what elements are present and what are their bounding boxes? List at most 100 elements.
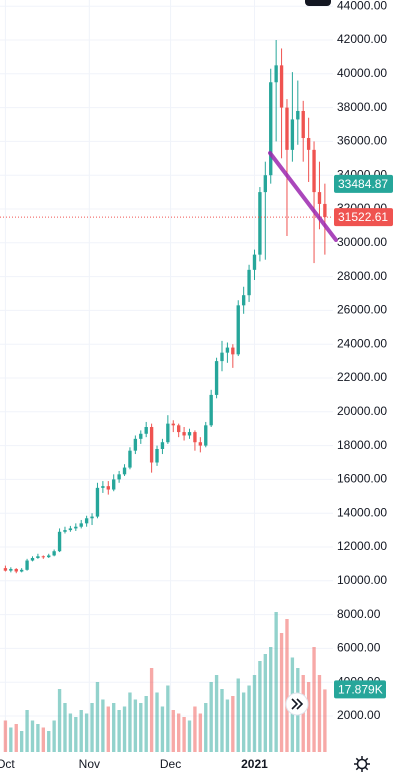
volume-tag-box — [334, 680, 386, 699]
candle-body — [290, 119, 295, 150]
candle-body — [225, 347, 230, 353]
candle-body — [3, 568, 8, 571]
y-tick-label: 18000.00 — [337, 438, 387, 452]
candle-body — [177, 425, 181, 433]
candle-body — [274, 65, 278, 83]
y-tick-label: 28000.00 — [337, 269, 387, 283]
candle-body — [36, 556, 40, 558]
candle-body — [128, 450, 132, 468]
candle-body — [214, 361, 219, 395]
y-tick-label: 10000.00 — [337, 573, 387, 587]
candle-body — [84, 518, 89, 524]
gear-teeth[interactable] — [354, 756, 370, 772]
candle-body — [231, 347, 235, 355]
volume-bar — [252, 675, 257, 752]
volume-bar — [36, 724, 40, 752]
candle-body — [241, 295, 246, 306]
candle-body — [68, 528, 73, 531]
volume-bar — [236, 678, 240, 752]
volume-bar — [171, 710, 175, 752]
volume-bar — [209, 682, 213, 752]
volume-bar — [74, 717, 78, 752]
candle-body — [306, 138, 311, 150]
candle-body — [312, 149, 316, 193]
candle-body — [296, 110, 300, 120]
y-tick-label: 36000.00 — [337, 134, 387, 148]
volume-bar — [3, 720, 8, 752]
volume-bar — [101, 699, 105, 752]
volume-bar — [47, 731, 51, 752]
y-tick-label: 40000.00 — [337, 66, 387, 80]
price-tag-box — [334, 174, 393, 193]
volume-bar — [9, 727, 13, 752]
volume-bar — [63, 703, 67, 752]
candle-body — [155, 448, 159, 463]
candle-body — [252, 254, 257, 270]
volume-bar — [241, 692, 246, 752]
settings-button[interactable] — [354, 756, 370, 772]
price-tag-label: 31522.61 — [338, 210, 388, 224]
candle-body — [171, 423, 175, 426]
candle-body — [117, 474, 121, 480]
candle-body — [139, 433, 143, 439]
x-tick-label: 2021 — [241, 757, 268, 771]
candle-body — [198, 442, 203, 446]
volume-bar — [220, 689, 224, 752]
y-tick-label: 38000.00 — [337, 100, 387, 114]
candle-body — [263, 175, 267, 193]
candle-body — [101, 486, 105, 488]
volume-bar — [231, 696, 235, 752]
candle-body — [323, 203, 327, 218]
candle-body — [9, 568, 13, 571]
volume-bar — [247, 685, 251, 752]
volume-bar — [139, 703, 143, 752]
y-tick-label: 24000.00 — [337, 336, 387, 350]
y-tick-label: 16000.00 — [337, 472, 387, 486]
candle-body — [52, 551, 56, 556]
candle-body — [269, 82, 273, 176]
volume-bar — [225, 699, 230, 752]
candle-body — [220, 352, 224, 362]
scroll-to-realtime-button[interactable] — [285, 692, 309, 716]
candle-body — [301, 110, 305, 139]
volume-bar — [128, 692, 132, 752]
volume-bar — [214, 675, 219, 752]
volume-bar — [149, 668, 154, 752]
volume-bar — [117, 710, 121, 752]
trend-line-drawing[interactable] — [268, 151, 338, 242]
x-tick-label: Oct — [0, 757, 15, 771]
volume-bar — [30, 720, 35, 752]
y-tick-label: 12000.00 — [337, 539, 387, 553]
candle-body — [149, 427, 154, 463]
candle-body — [166, 423, 170, 443]
volume-bar — [14, 724, 18, 752]
volume-tag-label: 17.879K — [338, 683, 383, 697]
volume-bar — [274, 612, 278, 752]
candle-body — [193, 432, 197, 443]
volume-bar — [144, 696, 148, 752]
gear-ring[interactable] — [356, 758, 368, 770]
candle-body — [133, 438, 138, 451]
volume-bar — [95, 682, 100, 752]
candle-body — [247, 269, 251, 296]
volume-bar — [198, 713, 203, 752]
candle-body — [41, 556, 45, 558]
volume-bar — [187, 720, 192, 752]
volume-bar — [263, 654, 267, 752]
y-tick-label: 44000.00 — [337, 0, 387, 12]
candle-body — [95, 487, 100, 517]
candle-body — [90, 516, 94, 519]
plot-area — [0, 40, 333, 752]
button-arrows[interactable] — [291, 698, 304, 710]
volume-bar — [182, 717, 186, 752]
volume-bar — [112, 703, 116, 752]
candle-body — [106, 486, 110, 490]
x-tick-label: Dec — [160, 757, 181, 771]
volume-bar — [258, 661, 262, 752]
y-tick-label: 14000.00 — [337, 505, 387, 519]
toolbar-icon[interactable] — [305, 0, 331, 6]
candle-body — [19, 569, 24, 572]
volume-bar — [84, 713, 89, 752]
volume-bar — [160, 706, 165, 752]
